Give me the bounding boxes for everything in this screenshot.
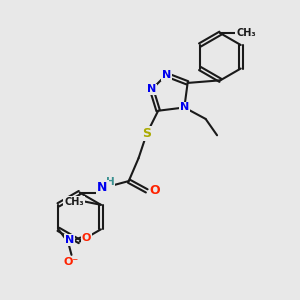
Text: CH₃: CH₃ — [64, 196, 84, 206]
Text: O⁻: O⁻ — [64, 257, 79, 267]
Text: N: N — [147, 85, 156, 94]
Text: O: O — [150, 184, 160, 197]
Text: N: N — [65, 235, 74, 245]
Text: N: N — [162, 70, 171, 80]
Text: N: N — [98, 181, 108, 194]
Text: N: N — [180, 103, 189, 112]
Text: O: O — [82, 232, 91, 242]
Text: S: S — [142, 127, 151, 140]
Text: CH₃: CH₃ — [236, 28, 256, 38]
Text: H: H — [106, 177, 115, 187]
